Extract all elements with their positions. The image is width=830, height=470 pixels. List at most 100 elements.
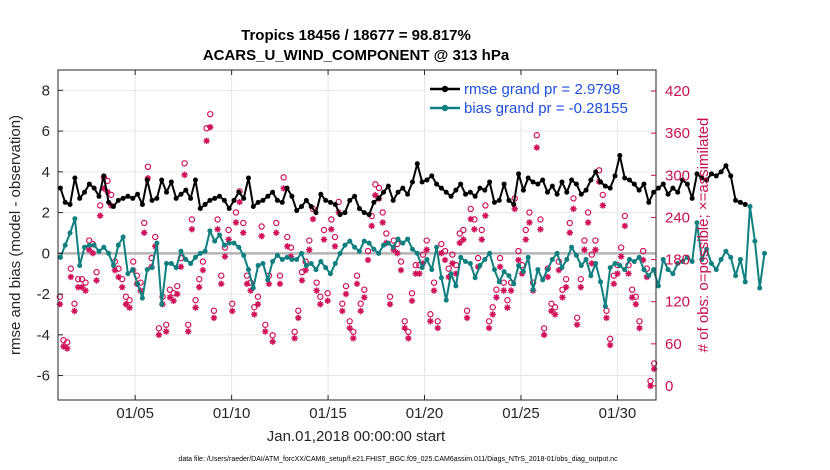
obs-possible-marker xyxy=(493,286,500,293)
rmse-point xyxy=(303,197,309,203)
obs-possible-marker xyxy=(383,230,390,237)
obs-assimilated-marker xyxy=(441,256,449,264)
rmse-point xyxy=(308,203,314,209)
right-y-tick-label: 120 xyxy=(665,294,690,311)
rmse-point xyxy=(617,153,623,159)
rmse-point xyxy=(371,199,377,205)
obs-possible-marker xyxy=(328,216,335,223)
rmse-point xyxy=(448,193,454,199)
obs-possible-marker xyxy=(232,209,240,216)
obs-possible-marker xyxy=(456,230,463,237)
obs-possible-marker xyxy=(357,300,364,307)
obs-assimilated-marker xyxy=(221,253,229,260)
rmse-point xyxy=(96,193,102,199)
bias-point xyxy=(491,267,497,273)
bias-point xyxy=(101,244,107,250)
chart-title-line2: ACARS_U_WIND_COMPONENT @ 313 hPa xyxy=(203,47,510,64)
obs-assimilated-marker xyxy=(467,215,474,223)
obs-assimilated-marker xyxy=(89,249,97,257)
obs-assimilated-marker xyxy=(584,219,592,226)
rmse-point xyxy=(154,195,160,201)
obs-marker-pair xyxy=(496,254,504,270)
rmse-point xyxy=(347,197,353,203)
rmse-point xyxy=(356,206,362,212)
obs-possible-marker xyxy=(364,247,372,255)
rmse-point xyxy=(409,179,415,185)
bias-point xyxy=(747,203,753,209)
obs-marker-pair xyxy=(361,286,368,301)
obs-possible-marker xyxy=(474,254,482,262)
obs-possible-marker xyxy=(434,318,441,325)
bias-point xyxy=(414,250,420,256)
obs-assimilated-marker xyxy=(397,266,405,274)
obs-possible-marker xyxy=(218,272,225,279)
obs-possible-marker xyxy=(254,293,262,300)
obs-possible-marker xyxy=(570,195,577,202)
obs-assimilated-marker xyxy=(115,273,122,281)
obs-assimilated-marker xyxy=(427,318,434,325)
rmse-point xyxy=(544,189,550,195)
obs-assimilated-marker xyxy=(603,314,610,322)
rmse-point xyxy=(680,177,686,183)
obs-marker-pair xyxy=(339,300,346,315)
obs-possible-marker xyxy=(251,304,258,311)
obs-assimilated-marker xyxy=(449,260,456,267)
obs-marker-pair xyxy=(471,216,478,233)
obs-possible-marker xyxy=(115,265,122,272)
obs-possible-marker xyxy=(463,307,471,314)
rmse-point xyxy=(607,185,613,191)
rmse-point xyxy=(110,203,116,209)
rmse-point xyxy=(217,193,223,199)
bias-point xyxy=(544,267,550,273)
obs-possible-marker xyxy=(430,279,438,286)
rmse-point xyxy=(694,171,700,177)
bias-point xyxy=(139,295,145,301)
bias-point xyxy=(708,261,714,267)
rmse-point xyxy=(414,161,420,167)
right-y-tick-label: 240 xyxy=(665,209,690,226)
bias-point xyxy=(752,238,758,244)
rmse-point xyxy=(704,177,710,183)
obs-assimilated-marker xyxy=(430,287,438,294)
obs-marker-pair xyxy=(357,300,364,315)
rmse-point xyxy=(106,199,112,205)
obs-assimilated-marker xyxy=(423,246,430,253)
obs-possible-marker xyxy=(397,258,405,265)
obs-assimilated-marker xyxy=(119,284,126,291)
bias-point xyxy=(573,252,579,258)
left-y-tick-label: -2 xyxy=(37,286,50,303)
rmse-point xyxy=(226,206,232,212)
rmse-point xyxy=(467,189,473,195)
obs-assimilated-marker xyxy=(155,331,163,339)
bias-point xyxy=(626,256,632,262)
rmse-point xyxy=(626,177,632,183)
bias-point xyxy=(757,285,763,291)
rmse-point xyxy=(279,199,285,205)
obs-possible-marker xyxy=(485,318,493,325)
rmse-point xyxy=(299,203,305,209)
obs-marker-pair xyxy=(306,237,313,253)
obs-marker-pair xyxy=(225,226,232,243)
obs-marker-pair xyxy=(566,219,573,236)
obs-marker-pair xyxy=(192,297,199,311)
rmse-point xyxy=(323,197,329,203)
obs-possible-marker xyxy=(346,318,353,325)
obs-assimilated-marker xyxy=(544,273,551,281)
obs-marker-pair xyxy=(210,307,218,322)
obs-assimilated-marker xyxy=(507,287,515,294)
obs-marker-pair xyxy=(592,237,599,253)
rmse-point xyxy=(718,169,724,175)
obs-assimilated-marker xyxy=(599,202,607,209)
rmse-point xyxy=(713,173,719,179)
bias-point xyxy=(458,254,464,260)
bias-point xyxy=(762,250,768,256)
bias-point xyxy=(525,254,531,260)
obs-marker-pair xyxy=(122,293,130,308)
obs-assimilated-marker xyxy=(218,280,225,287)
obs-assimilated-marker xyxy=(163,328,170,335)
obs-assimilated-marker xyxy=(588,260,595,267)
bias-point xyxy=(588,273,594,279)
rmse-point xyxy=(612,173,618,179)
rmse-point xyxy=(265,193,271,199)
obs-assimilated-marker xyxy=(269,338,276,345)
